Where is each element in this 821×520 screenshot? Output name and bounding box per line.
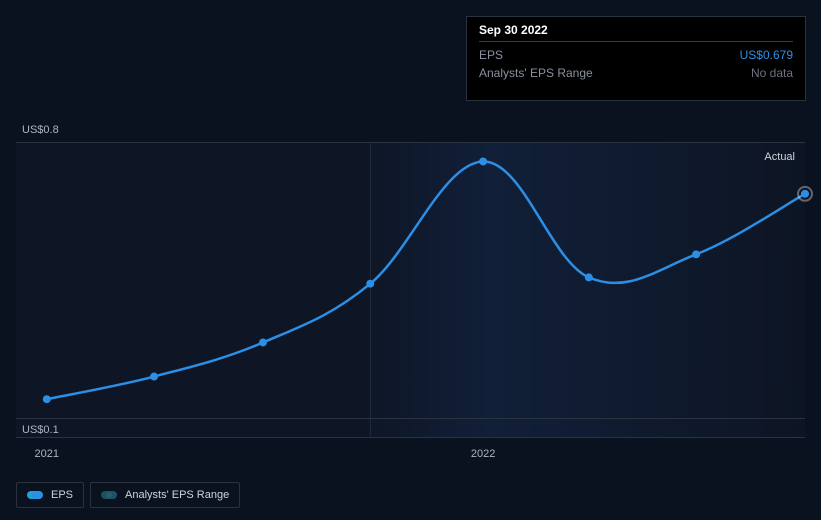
legend-label: EPS <box>51 489 73 501</box>
eps-point[interactable] <box>801 190 809 198</box>
tooltip-value: US$0.679 <box>740 48 793 62</box>
eps-chart: Sep 30 2022 EPS US$0.679 Analysts' EPS R… <box>0 0 821 520</box>
legend-swatch-icon <box>101 491 117 499</box>
tooltip-date: Sep 30 2022 <box>479 23 793 42</box>
eps-point[interactable] <box>259 339 267 347</box>
legend-label: Analysts' EPS Range <box>125 489 229 501</box>
eps-point[interactable] <box>585 273 593 281</box>
legend-item-range[interactable]: Analysts' EPS Range <box>90 482 240 508</box>
tooltip-key: EPS <box>479 48 503 62</box>
legend-swatch-icon <box>27 491 43 499</box>
eps-line <box>47 161 805 399</box>
x-axis: 2021 2022 <box>16 448 805 464</box>
legend-item-eps[interactable]: EPS <box>16 482 84 508</box>
chart-tooltip: Sep 30 2022 EPS US$0.679 Analysts' EPS R… <box>466 16 806 101</box>
tooltip-key: Analysts' EPS Range <box>479 66 593 80</box>
eps-point[interactable] <box>366 280 374 288</box>
gridline <box>16 418 805 419</box>
tooltip-row-range: Analysts' EPS Range No data <box>479 64 793 82</box>
eps-point[interactable] <box>150 373 158 381</box>
eps-point[interactable] <box>692 250 700 258</box>
line-svg <box>16 143 805 437</box>
x-axis-tick-2021: 2021 <box>35 448 59 460</box>
legend: EPS Analysts' EPS Range <box>16 482 240 508</box>
tooltip-row-eps: EPS US$0.679 <box>479 46 793 64</box>
eps-point[interactable] <box>43 395 51 403</box>
tooltip-value: No data <box>751 66 793 80</box>
x-axis-tick-2022: 2022 <box>471 448 495 460</box>
y-axis-tick-max: US$0.8 <box>22 124 59 136</box>
y-axis-tick-min: US$0.1 <box>22 424 59 436</box>
eps-point[interactable] <box>479 158 487 166</box>
plot-area[interactable]: Actual <box>16 142 805 438</box>
